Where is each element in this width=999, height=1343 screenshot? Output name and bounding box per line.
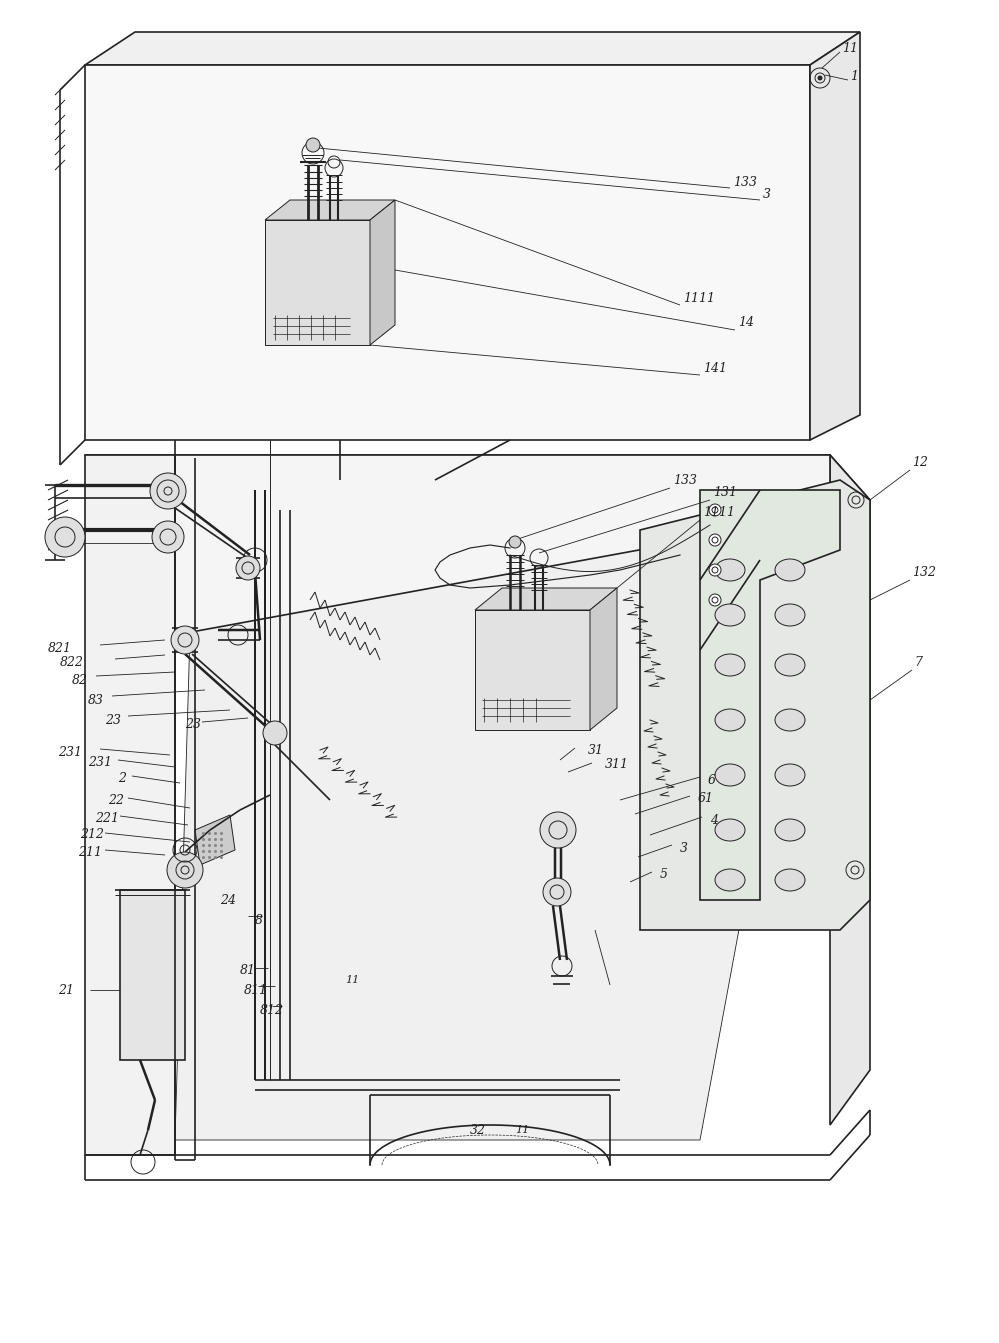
Circle shape <box>263 721 287 745</box>
Circle shape <box>709 594 721 606</box>
Text: 131: 131 <box>713 486 737 500</box>
Polygon shape <box>85 455 870 500</box>
Text: 4: 4 <box>710 814 718 826</box>
Text: 133: 133 <box>673 474 697 488</box>
Text: 5: 5 <box>660 869 668 881</box>
Ellipse shape <box>775 869 805 890</box>
Text: 211: 211 <box>78 846 102 858</box>
Ellipse shape <box>715 819 745 841</box>
Circle shape <box>236 556 260 580</box>
Polygon shape <box>85 64 810 441</box>
Text: 822: 822 <box>60 655 84 669</box>
Text: 11: 11 <box>515 1125 529 1135</box>
Polygon shape <box>195 815 235 865</box>
Polygon shape <box>475 588 617 610</box>
Polygon shape <box>175 455 830 635</box>
Text: 81: 81 <box>240 963 256 976</box>
Polygon shape <box>120 890 185 1060</box>
Text: 31: 31 <box>588 744 604 756</box>
Polygon shape <box>590 588 617 731</box>
Polygon shape <box>810 32 860 441</box>
Text: 821: 821 <box>48 642 72 654</box>
Ellipse shape <box>715 604 745 626</box>
Polygon shape <box>265 220 370 345</box>
Circle shape <box>709 535 721 547</box>
Text: 221: 221 <box>95 811 119 825</box>
Text: 133: 133 <box>733 176 757 189</box>
Circle shape <box>150 473 186 509</box>
Text: 32: 32 <box>470 1124 486 1136</box>
Text: 3: 3 <box>680 842 688 854</box>
Circle shape <box>540 813 576 847</box>
Polygon shape <box>830 455 870 1125</box>
Text: 61: 61 <box>698 791 714 804</box>
Circle shape <box>509 536 521 548</box>
Text: 132: 132 <box>912 565 936 579</box>
Circle shape <box>167 851 203 888</box>
Text: 231: 231 <box>88 756 112 768</box>
Ellipse shape <box>715 869 745 890</box>
Text: 2: 2 <box>118 771 126 784</box>
Text: 212: 212 <box>80 829 104 842</box>
Ellipse shape <box>715 559 745 582</box>
Polygon shape <box>85 455 175 1155</box>
Text: 1: 1 <box>850 70 858 82</box>
Polygon shape <box>640 479 870 929</box>
Circle shape <box>818 77 822 81</box>
Text: 14: 14 <box>738 317 754 329</box>
Text: 23: 23 <box>185 719 201 732</box>
Ellipse shape <box>715 709 745 731</box>
Text: 6: 6 <box>708 774 716 787</box>
Polygon shape <box>85 32 860 64</box>
Text: 21: 21 <box>58 983 74 997</box>
Text: 3: 3 <box>763 188 771 201</box>
Text: 82: 82 <box>72 673 88 686</box>
Circle shape <box>152 521 184 553</box>
Circle shape <box>171 626 199 654</box>
Circle shape <box>543 878 571 907</box>
Text: 83: 83 <box>88 693 104 706</box>
Circle shape <box>306 138 320 152</box>
Text: 11: 11 <box>842 42 858 55</box>
Ellipse shape <box>775 559 805 582</box>
Ellipse shape <box>715 654 745 676</box>
Ellipse shape <box>775 709 805 731</box>
Circle shape <box>709 564 721 576</box>
Text: 7: 7 <box>914 657 922 670</box>
Polygon shape <box>475 610 590 731</box>
Text: 1111: 1111 <box>703 506 735 520</box>
Ellipse shape <box>715 764 745 786</box>
Ellipse shape <box>775 654 805 676</box>
Text: 12: 12 <box>912 455 928 469</box>
Ellipse shape <box>775 604 805 626</box>
Ellipse shape <box>775 764 805 786</box>
Text: 24: 24 <box>220 893 236 907</box>
Text: 23: 23 <box>105 713 121 727</box>
Text: 812: 812 <box>260 1003 284 1017</box>
Polygon shape <box>175 465 825 1140</box>
Text: 22: 22 <box>108 794 124 807</box>
Text: 141: 141 <box>703 361 727 375</box>
Circle shape <box>709 504 721 516</box>
Text: 811: 811 <box>244 983 268 997</box>
Polygon shape <box>700 490 840 900</box>
Polygon shape <box>265 200 395 220</box>
Text: 11: 11 <box>345 975 360 984</box>
Text: 1111: 1111 <box>683 291 715 305</box>
Text: 311: 311 <box>605 759 629 771</box>
Ellipse shape <box>775 819 805 841</box>
Text: 231: 231 <box>58 745 82 759</box>
Circle shape <box>45 517 85 557</box>
Text: 8: 8 <box>255 913 263 927</box>
Polygon shape <box>370 200 395 345</box>
